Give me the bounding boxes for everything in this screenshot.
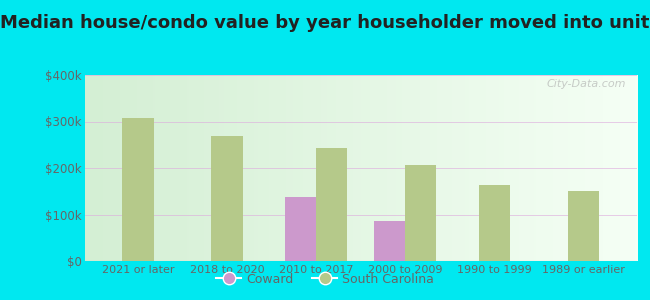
Bar [122, 118, 153, 261]
Bar [406, 165, 437, 261]
Bar [316, 148, 347, 261]
Bar [211, 136, 242, 261]
Bar [568, 191, 599, 261]
Bar [285, 197, 316, 261]
Text: Median house/condo value by year householder moved into unit: Median house/condo value by year househo… [0, 14, 650, 32]
Bar [479, 185, 510, 261]
Legend: Coward, South Carolina: Coward, South Carolina [211, 268, 439, 291]
Text: City-Data.com: City-Data.com [547, 79, 626, 89]
Bar [374, 220, 406, 261]
